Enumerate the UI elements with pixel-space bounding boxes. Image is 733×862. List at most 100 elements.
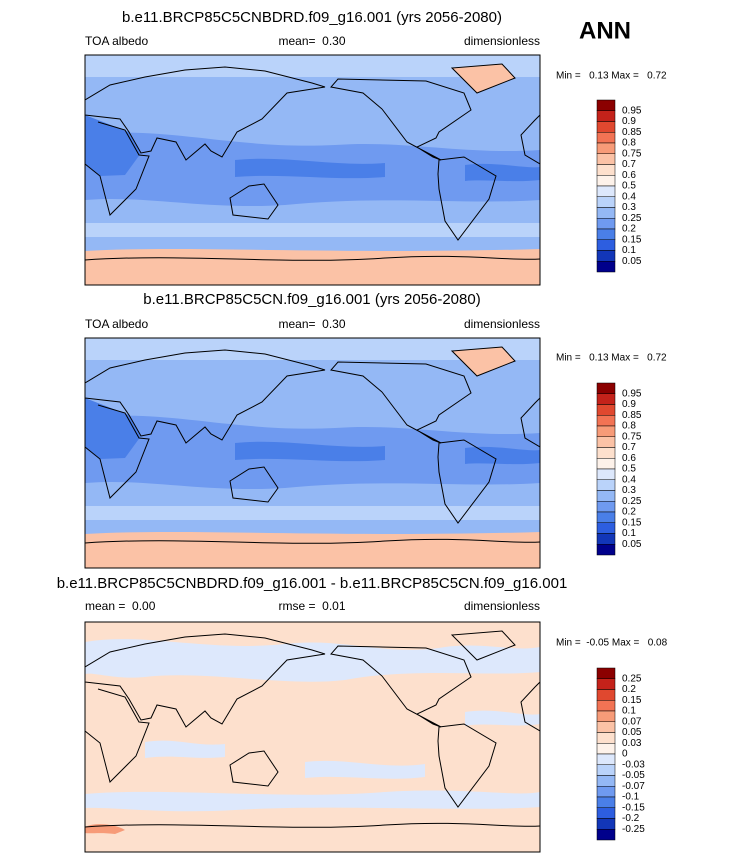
- colorbar-box: [596, 468, 616, 480]
- colorbar-label: 0.05: [622, 256, 642, 267]
- season-label: ANN: [579, 17, 631, 44]
- center-label: mean= 0.30: [278, 317, 345, 331]
- colorbar-box: [596, 689, 616, 701]
- colorbar-label: 0.15: [622, 517, 642, 528]
- colorbar-box: [596, 732, 616, 744]
- right-label: dimensionless: [464, 317, 540, 331]
- colorbar-label: 0.15: [622, 234, 642, 245]
- panel-title: b.e11.BRCP85C5CNBDRD.f09_g16.001 - b.e11…: [57, 575, 568, 592]
- colorbar-box: [596, 110, 616, 122]
- colorbar-label: 0.05: [622, 539, 642, 550]
- colorbar-label: -0.2: [622, 813, 640, 824]
- colorbar-label: 0.75: [622, 148, 642, 159]
- map: [84, 337, 541, 569]
- colorbar-label: 0.9: [622, 399, 636, 410]
- colorbar-box: [596, 393, 616, 405]
- right-label: dimensionless: [464, 599, 540, 613]
- colorbar-box: [596, 218, 616, 230]
- range-label: Min = 0.13 Max = 0.72: [556, 353, 667, 364]
- map: [84, 54, 541, 286]
- colorbar-box: [596, 382, 616, 394]
- colorbar-box: [596, 490, 616, 502]
- colorbar-label: 0.7: [622, 442, 636, 453]
- colorbar-label: -0.15: [622, 802, 645, 813]
- colorbar-box: [596, 796, 616, 808]
- colorbar-box: [596, 261, 616, 273]
- colorbar-label: 0.05: [622, 727, 642, 738]
- colorbar-box: [596, 775, 616, 787]
- colorbar-box: [596, 721, 616, 733]
- colorbar-label: -0.05: [622, 770, 645, 781]
- colorbar-label: 0.9: [622, 116, 636, 127]
- colorbar-box: [596, 710, 616, 722]
- colorbar-box: [596, 404, 616, 416]
- colorbar-label: 0.25: [622, 213, 642, 224]
- colorbar-label: 0.25: [622, 496, 642, 507]
- colorbar-box: [596, 764, 616, 776]
- colorbar-label: -0.07: [622, 781, 645, 792]
- colorbar-label: 0.1: [622, 528, 636, 539]
- colorbar-box: [596, 807, 616, 819]
- colorbar-box: [596, 458, 616, 470]
- panel-title: b.e11.BRCP85C5CN.f09_g16.001 (yrs 2056-2…: [143, 291, 480, 308]
- colorbar-box: [596, 239, 616, 251]
- colorbar-label: 0.6: [622, 453, 636, 464]
- colorbar-label: 0.95: [622, 388, 642, 399]
- colorbar-label: 0.75: [622, 431, 642, 442]
- colorbar-box: [596, 436, 616, 448]
- colorbar-label: 0.07: [622, 716, 642, 727]
- range-label: Min = -0.05 Max = 0.08: [556, 638, 668, 649]
- colorbar-box: [596, 700, 616, 712]
- colorbar-box: [596, 501, 616, 513]
- colorbar-box: [596, 185, 616, 197]
- center-label: rmse = 0.01: [278, 599, 345, 613]
- colorbar-label: 0.2: [622, 507, 636, 518]
- colorbar-box: [596, 678, 616, 690]
- colorbar-label: 0.03: [622, 738, 642, 749]
- colorbar-box: [596, 121, 616, 133]
- range-label: Min = 0.13 Max = 0.72: [556, 71, 667, 82]
- colorbar-label: 0.3: [622, 202, 636, 213]
- colorbar-box: [596, 228, 616, 240]
- colorbar-label: 0.6: [622, 170, 636, 181]
- colorbar-label: -0.1: [622, 792, 640, 803]
- colorbar-label: 0.1: [622, 706, 636, 717]
- colorbar-label: 0.5: [622, 464, 636, 475]
- colorbar-label: 0.7: [622, 159, 636, 170]
- center-label: mean= 0.30: [278, 34, 345, 48]
- colorbar-label: 0.85: [622, 410, 642, 421]
- colorbar-label: 0.8: [622, 421, 636, 432]
- colorbar-box: [596, 544, 616, 556]
- left-label: mean = 0.00: [85, 599, 156, 613]
- colorbar-box: [596, 250, 616, 262]
- colorbar-box: [596, 511, 616, 523]
- colorbar-box: [596, 132, 616, 144]
- colorbar-box: [596, 415, 616, 427]
- colorbar-label: 0.2: [622, 224, 636, 235]
- colorbar-label: 0.8: [622, 138, 636, 149]
- colorbar-box: [596, 522, 616, 534]
- right-label: dimensionless: [464, 34, 540, 48]
- colorbar-box: [596, 425, 616, 437]
- colorbar-label: 0.5: [622, 181, 636, 192]
- colorbar-label: 0.95: [622, 105, 642, 116]
- colorbar-box: [596, 447, 616, 459]
- colorbar-box: [596, 829, 616, 841]
- colorbar-box: [596, 786, 616, 798]
- colorbar-box: [596, 196, 616, 208]
- map: [84, 621, 541, 853]
- panel-title: b.e11.BRCP85C5CNBDRD.f09_g16.001 (yrs 20…: [122, 9, 502, 26]
- colorbar-box: [596, 818, 616, 830]
- colorbar-label: 0.1: [622, 245, 636, 256]
- colorbar-label: 0.2: [622, 684, 636, 695]
- colorbar-box: [596, 99, 616, 111]
- colorbar-box: [596, 743, 616, 755]
- colorbar-label: 0.3: [622, 485, 636, 496]
- colorbar-box: [596, 753, 616, 765]
- colorbar-box: [596, 533, 616, 545]
- colorbar-box: [596, 175, 616, 187]
- colorbar-box: [596, 153, 616, 165]
- colorbar-box: [596, 207, 616, 219]
- colorbar-label: 0.4: [622, 191, 636, 202]
